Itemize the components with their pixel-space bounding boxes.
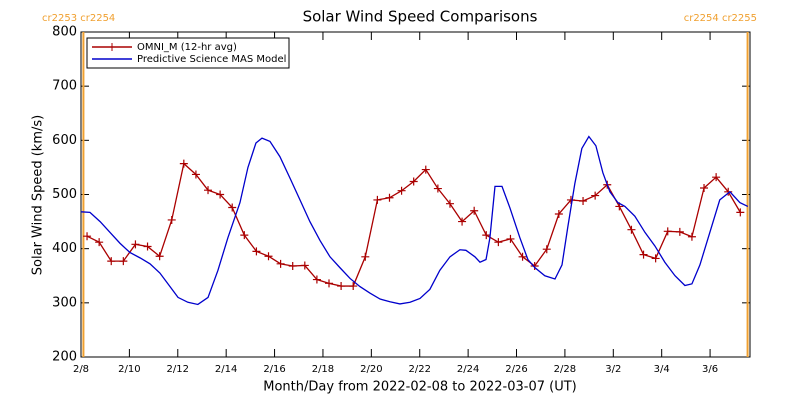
point-marker — [518, 252, 527, 261]
point-marker — [494, 238, 503, 247]
point-marker — [554, 210, 563, 218]
x-tick-label: 2/10 — [118, 364, 140, 375]
point-marker — [240, 231, 249, 240]
y-tick-label: 600 — [52, 133, 77, 148]
x-tick-label: 2/16 — [263, 364, 285, 375]
point-marker — [155, 252, 164, 261]
point-marker — [409, 177, 418, 186]
y-tick-label: 800 — [52, 25, 77, 40]
point-marker — [204, 186, 213, 195]
x-tick-label: 3/6 — [702, 364, 718, 375]
point-marker — [712, 173, 721, 182]
x-tick-label: 2/20 — [360, 364, 382, 375]
point-marker — [95, 238, 104, 247]
point-marker — [228, 203, 237, 212]
y-tick-label: 400 — [52, 241, 77, 256]
plot-frame — [80, 31, 751, 358]
point-marker — [107, 257, 116, 266]
x-tick-label: 2/24 — [457, 364, 479, 375]
point-marker — [216, 190, 225, 199]
x-tick-label: 3/4 — [654, 364, 670, 375]
point-marker — [337, 282, 346, 291]
point-marker — [325, 279, 334, 288]
legend-label: Predictive Science MAS Model — [137, 54, 286, 65]
point-marker — [361, 252, 370, 261]
y-tick-label: 700 — [52, 79, 77, 94]
y-tick-label: 500 — [52, 187, 77, 202]
point-marker — [83, 232, 92, 241]
x-tick-label: 2/8 — [73, 364, 89, 375]
point-marker — [458, 217, 467, 226]
point-marker — [736, 208, 745, 217]
point-marker — [167, 215, 176, 224]
legend-marker — [108, 43, 116, 51]
y-axis-label: Solar Wind Speed (km/s) — [31, 115, 46, 275]
x-tick-label: 2/12 — [167, 364, 189, 375]
point-marker — [470, 206, 479, 215]
point-marker — [300, 261, 309, 270]
point-marker — [675, 227, 684, 236]
legend-label: OMNI_M (12-hr avg) — [137, 42, 237, 53]
point-marker — [639, 250, 648, 259]
x-tick-label: 2/14 — [215, 364, 237, 375]
point-marker — [421, 165, 430, 174]
x-tick-label: 2/22 — [408, 364, 430, 375]
point-marker — [506, 234, 515, 243]
rotation-label: cr2253 cr2254 — [42, 13, 115, 24]
point-marker — [312, 275, 321, 284]
point-marker — [591, 191, 600, 200]
point-marker — [373, 195, 382, 204]
point-marker — [663, 227, 672, 236]
x-tick-label: 2/26 — [505, 364, 527, 375]
chart-title: Solar Wind Speed Comparisons — [303, 8, 538, 26]
x-axis-label: Month/Day from 2022-02-08 to 2022-03-07 … — [263, 380, 576, 395]
series-line — [80, 135, 749, 306]
point-marker — [191, 170, 200, 179]
point-marker — [143, 242, 152, 251]
point-marker — [482, 231, 491, 240]
point-marker — [627, 225, 636, 234]
point-marker — [530, 262, 539, 270]
point-marker — [131, 240, 140, 249]
point-marker — [542, 245, 551, 254]
point-marker — [179, 159, 188, 168]
legend-box — [86, 37, 290, 69]
point-marker — [264, 252, 273, 261]
y-tick-label: 200 — [52, 350, 77, 365]
x-tick-label: 2/28 — [554, 364, 576, 375]
point-marker — [276, 259, 285, 268]
point-marker — [724, 187, 733, 196]
point-marker — [252, 247, 261, 256]
rotation-label: cr2254 cr2255 — [684, 13, 757, 24]
y-tick-label: 300 — [52, 295, 77, 310]
point-marker — [433, 184, 442, 193]
point-marker — [288, 262, 297, 270]
point-marker — [385, 193, 394, 202]
point-marker — [397, 186, 406, 195]
point-marker — [700, 184, 709, 192]
x-tick-label: 2/18 — [312, 364, 334, 375]
x-tick-label: 3/2 — [605, 364, 621, 375]
point-marker — [651, 254, 660, 263]
point-marker — [687, 232, 696, 241]
point-marker — [119, 257, 128, 266]
point-marker — [566, 195, 575, 204]
point-marker — [445, 199, 454, 208]
point-marker — [349, 282, 358, 291]
point-marker — [579, 197, 588, 205]
